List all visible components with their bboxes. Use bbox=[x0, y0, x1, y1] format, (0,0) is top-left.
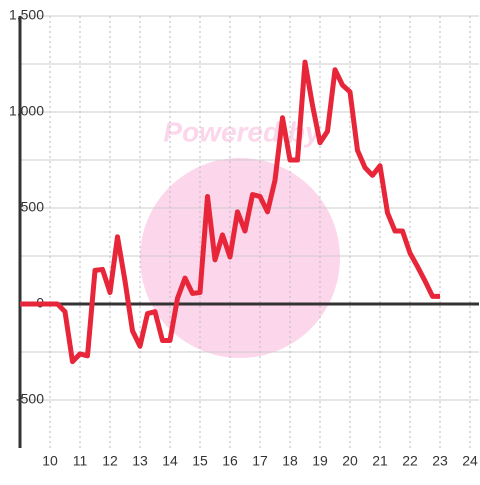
x-tick-label: 13 bbox=[132, 453, 148, 469]
x-tick-label: 10 bbox=[42, 453, 58, 469]
y-tick-label: 500 bbox=[21, 199, 45, 215]
x-tick-label: 16 bbox=[222, 453, 238, 469]
x-tick-label: 24 bbox=[462, 453, 478, 469]
x-tick-label: 11 bbox=[73, 453, 88, 469]
x-tick-label: 12 bbox=[102, 453, 118, 469]
x-tick-label: 15 bbox=[192, 453, 208, 469]
x-tick-label: 22 bbox=[402, 453, 418, 469]
data-line bbox=[20, 59, 440, 365]
y-tick-label: 1,000 bbox=[9, 103, 44, 119]
watermark-text: Powered by bbox=[163, 116, 322, 147]
x-tick-label: 19 bbox=[312, 453, 328, 469]
y-tick-label: 1,500 bbox=[9, 7, 44, 23]
x-tick-label: 14 bbox=[162, 453, 178, 469]
y-tick-label: -500 bbox=[16, 391, 44, 407]
x-tick-label: 23 bbox=[432, 453, 448, 469]
x-tick-label: 17 bbox=[252, 453, 268, 469]
x-tick-label: 20 bbox=[342, 453, 358, 469]
x-tick-label: 21 bbox=[372, 453, 388, 469]
x-tick-label: 18 bbox=[282, 453, 298, 469]
